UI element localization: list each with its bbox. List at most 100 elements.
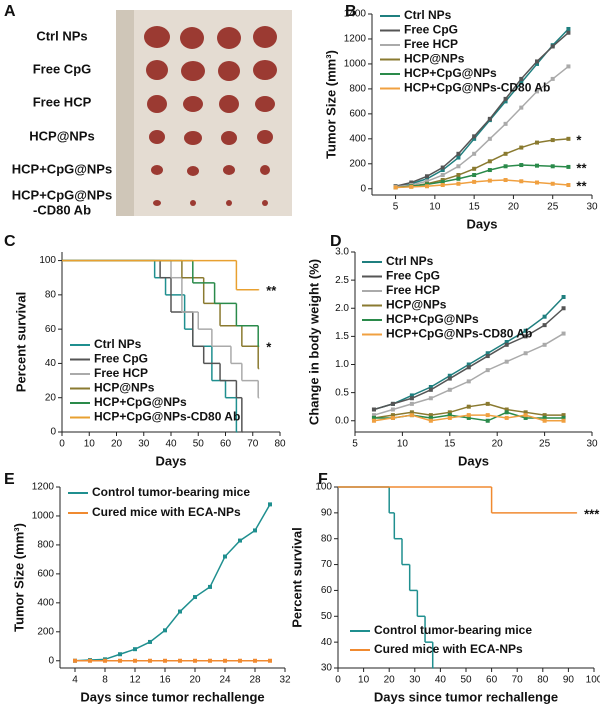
row-label: HCP+CpG@NPs	[12, 161, 112, 176]
data-point	[566, 183, 571, 188]
y-tick-label: 2.5	[335, 275, 349, 286]
row-label: Free CpG	[33, 61, 92, 76]
data-point	[523, 415, 528, 420]
x-tick-label: 10	[397, 439, 409, 450]
y-tick-label: 600	[349, 109, 366, 120]
series-line	[395, 28, 569, 188]
data-point	[73, 658, 77, 663]
data-point	[519, 145, 524, 150]
data-point	[425, 184, 429, 189]
data-point	[456, 164, 461, 169]
x-tick-label: 20	[508, 202, 520, 213]
data-point	[253, 658, 257, 663]
data-point	[523, 413, 528, 418]
data-point	[561, 295, 566, 299]
data-point	[425, 174, 429, 179]
data-point	[550, 181, 555, 186]
x-tick-label: 50	[193, 439, 205, 450]
x-tick-label: 16	[159, 675, 171, 686]
series-line	[395, 65, 569, 188]
data-point	[487, 168, 492, 173]
panel-letter: E	[4, 471, 15, 488]
legend-label: HCP@NPs	[94, 381, 155, 395]
y-tick-label: 3.0	[335, 247, 349, 258]
x-tick-label: 30	[409, 675, 421, 686]
annotation: *	[266, 340, 272, 355]
y-tick-label: 800	[349, 84, 366, 95]
data-point	[447, 376, 452, 381]
data-point	[428, 413, 433, 418]
annotation: *	[576, 132, 582, 147]
data-point	[238, 658, 242, 663]
row-label: HCP+CpG@NPs	[12, 187, 112, 202]
x-tick-label: 32	[279, 675, 291, 686]
data-point	[371, 418, 376, 423]
data-point	[390, 413, 395, 418]
photo-panel: A Ctrl NPs Free CpG Free HCP HCP@NPs HCP…	[4, 3, 292, 217]
y-tick-label: 90	[321, 507, 333, 518]
data-point	[485, 368, 490, 373]
x-tick-label: 20	[384, 675, 396, 686]
data-point	[542, 415, 547, 420]
data-point	[393, 185, 398, 190]
legend-label: Control tumor-bearing mice	[92, 485, 250, 499]
data-point	[223, 554, 227, 559]
x-tick-label: 80	[537, 675, 549, 686]
x-tick-label: 20	[189, 675, 201, 686]
y-tick-label: 0.5	[335, 387, 349, 398]
y-tick-label: 60	[45, 324, 57, 335]
data-point	[519, 163, 524, 168]
chart-panel: E 0 200 400 600 800 1000 1200 4 8 12 16 20 24 28 32 Days…	[4, 471, 291, 704]
x-tick-label: 30	[586, 439, 598, 450]
data-point	[428, 396, 433, 401]
annotation: ***	[584, 506, 600, 521]
y-tick-label: 200	[37, 626, 54, 637]
data-point	[371, 413, 376, 418]
data-point	[542, 418, 547, 423]
y-tick-label: 80	[45, 289, 57, 300]
data-point	[566, 64, 571, 69]
data-point	[519, 80, 524, 85]
x-axis-title: Days	[155, 453, 186, 468]
x-tick-label: 25	[539, 439, 551, 450]
data-point	[561, 413, 566, 418]
data-point	[425, 179, 429, 184]
data-point	[566, 164, 571, 169]
data-point	[178, 609, 182, 614]
x-tick-label: 20	[111, 439, 123, 450]
x-tick-label: 0	[59, 439, 65, 450]
x-tick-label: 80	[274, 439, 286, 450]
data-point	[485, 401, 490, 406]
data-point	[523, 351, 528, 356]
data-point	[472, 166, 477, 171]
data-point	[447, 410, 452, 415]
data-point	[163, 628, 167, 633]
annotation: **	[576, 178, 587, 193]
data-point	[409, 396, 414, 401]
data-point	[504, 359, 509, 364]
y-tick-label: 1200	[32, 482, 55, 493]
data-point	[504, 415, 509, 420]
y-tick-label: 0.0	[335, 415, 349, 426]
data-point	[390, 415, 395, 420]
data-point	[504, 407, 509, 412]
legend-label: HCP+CpG@NPs-CD80 Ab	[404, 81, 550, 95]
data-point	[566, 136, 571, 141]
x-tick-label: 28	[249, 675, 261, 686]
data-point	[523, 410, 528, 415]
x-tick-label: 10	[84, 439, 96, 450]
x-tick-label: 5	[352, 439, 358, 450]
data-point	[409, 401, 414, 406]
data-point	[472, 151, 477, 156]
data-point	[409, 413, 414, 418]
y-tick-label: 1.0	[335, 359, 349, 370]
data-point	[148, 658, 152, 663]
y-axis-title: Percent survival	[289, 527, 304, 627]
legend-label: Cured mice with ECA-NPs	[92, 505, 241, 519]
series-line	[74, 504, 271, 662]
row-label: Ctrl NPs	[36, 28, 87, 43]
data-point	[428, 387, 433, 392]
data-point	[535, 163, 539, 168]
y-axis-title: Tumor Size (mm³)	[11, 523, 26, 632]
